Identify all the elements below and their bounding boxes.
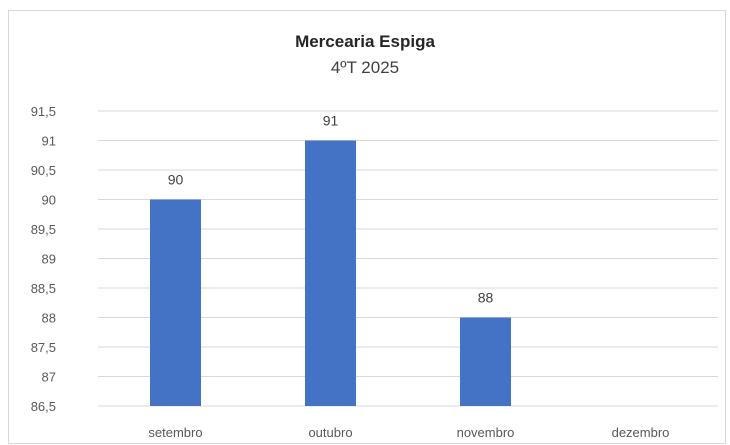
x-tick-label: dezembro (612, 425, 670, 440)
data-label: 88 (478, 290, 494, 306)
y-tick-label: 90 (42, 193, 56, 208)
chart-subtitle: 4ºT 2025 (330, 58, 400, 77)
x-tick-label: novembro (457, 425, 515, 440)
y-tick-label: 86,5 (31, 399, 56, 414)
y-tick-label: 89,5 (31, 222, 56, 237)
y-tick-label: 87 (42, 370, 56, 385)
bar (460, 317, 511, 406)
data-label: 90 (168, 172, 184, 188)
y-tick-label: 91 (42, 134, 56, 149)
x-tick-label: outubro (308, 425, 352, 440)
data-label: 91 (323, 113, 339, 129)
y-tick-label: 91,5 (31, 104, 56, 119)
bar (305, 140, 356, 406)
x-tick-label: setembro (148, 425, 202, 440)
y-tick-label: 88,5 (31, 281, 56, 296)
y-tick-label: 89 (42, 252, 56, 267)
y-tick-label: 87,5 (31, 340, 56, 355)
y-tick-label: 90,5 (31, 163, 56, 178)
y-tick-label: 88 (42, 311, 56, 326)
chart-title: Mercearia Espiga (295, 32, 435, 51)
bar (150, 199, 201, 406)
chart-frame (8, 10, 726, 444)
